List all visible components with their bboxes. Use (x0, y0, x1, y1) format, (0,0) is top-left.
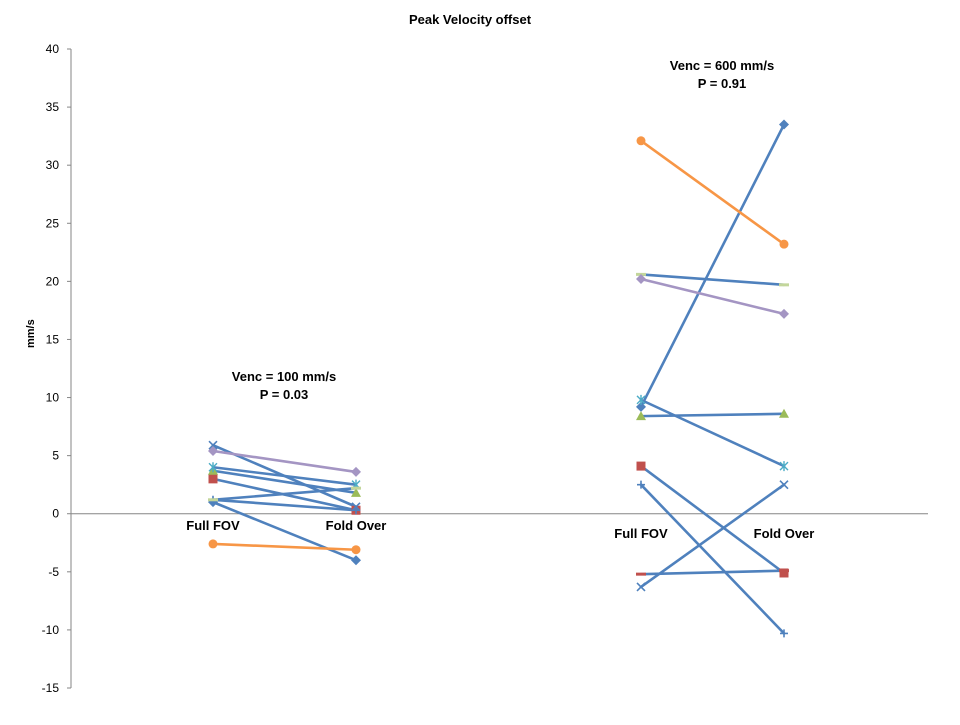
y-tick-label: 15 (46, 332, 60, 346)
data-point (779, 461, 789, 472)
series-line (639, 569, 786, 576)
y-tick-label: -10 (42, 623, 60, 637)
data-point (636, 582, 646, 592)
data-point (636, 136, 646, 146)
data-point (351, 545, 361, 555)
data-point (779, 568, 789, 578)
series-line (639, 412, 786, 418)
panel-2: Full FOV Fold Over Venc = 600 mm/s P = 0.91 (614, 58, 815, 638)
data-point (779, 569, 789, 573)
data-point (352, 506, 360, 515)
data-point (636, 411, 646, 421)
y-tick-label: 10 (46, 391, 60, 405)
data-point (208, 498, 218, 502)
data-point (779, 239, 789, 249)
data-point (780, 629, 788, 638)
data-panels: Full FOV Fold Over Venc = 100 mm/s P = 0.03… (186, 58, 815, 638)
panel-1: Full FOV Fold Over Venc = 100 mm/s P = 0.03 (186, 369, 387, 566)
series-line (639, 273, 786, 287)
series-line (639, 483, 786, 635)
series-line (639, 483, 786, 589)
data-point (637, 480, 645, 489)
y-tick-label: -5 (48, 565, 59, 579)
chart-title: Peak Velocity offset (409, 12, 532, 27)
annotation-text: P = 0.91 (698, 76, 747, 91)
data-point (208, 440, 218, 450)
y-tick-label: 25 (46, 216, 60, 230)
y-tick-label: 5 (52, 449, 59, 463)
y-tick-label: 0 (52, 507, 59, 521)
category-label: Full FOV (614, 526, 668, 541)
y-tick-label: 30 (46, 158, 60, 172)
series-line (211, 542, 358, 552)
y-tick-label: 20 (46, 274, 60, 288)
data-point (208, 539, 218, 549)
data-point (779, 408, 789, 418)
data-point (636, 394, 646, 405)
series-line (639, 464, 786, 575)
data-point (636, 274, 646, 285)
data-point (636, 401, 646, 412)
y-tick-label: 40 (46, 42, 60, 56)
category-label: Fold Over (326, 518, 387, 533)
annotation-text: P = 0.03 (260, 387, 309, 402)
data-point (208, 445, 218, 456)
data-point (779, 308, 789, 319)
data-point (636, 461, 646, 471)
data-point (636, 572, 646, 576)
category-label: Full FOV (186, 518, 240, 533)
data-point (208, 474, 218, 484)
series-line (211, 486, 358, 502)
category-label: Fold Over (754, 526, 815, 541)
series-line (639, 277, 786, 316)
data-point (351, 466, 361, 477)
y-tick-label: -15 (42, 681, 60, 695)
y-axis-label: mm/s (25, 319, 37, 348)
data-point (208, 462, 218, 473)
axes: 40 35 30 25 20 15 10 5 0 -5 -10 -15 (42, 42, 928, 695)
series-line (639, 139, 786, 246)
series-line (211, 449, 358, 474)
data-point (779, 480, 789, 490)
series-line (211, 465, 358, 486)
data-point (351, 555, 361, 566)
data-point (351, 487, 361, 497)
annotation-text: Venc = 600 mm/s (670, 58, 774, 73)
data-point (779, 283, 789, 287)
y-tick-label: 35 (46, 100, 60, 114)
data-point (779, 119, 789, 130)
series-line (639, 123, 786, 409)
annotation-text: Venc = 100 mm/s (232, 369, 336, 384)
series-line (211, 500, 358, 562)
data-point (351, 486, 361, 490)
series-line (211, 498, 358, 512)
series-line (639, 398, 786, 468)
